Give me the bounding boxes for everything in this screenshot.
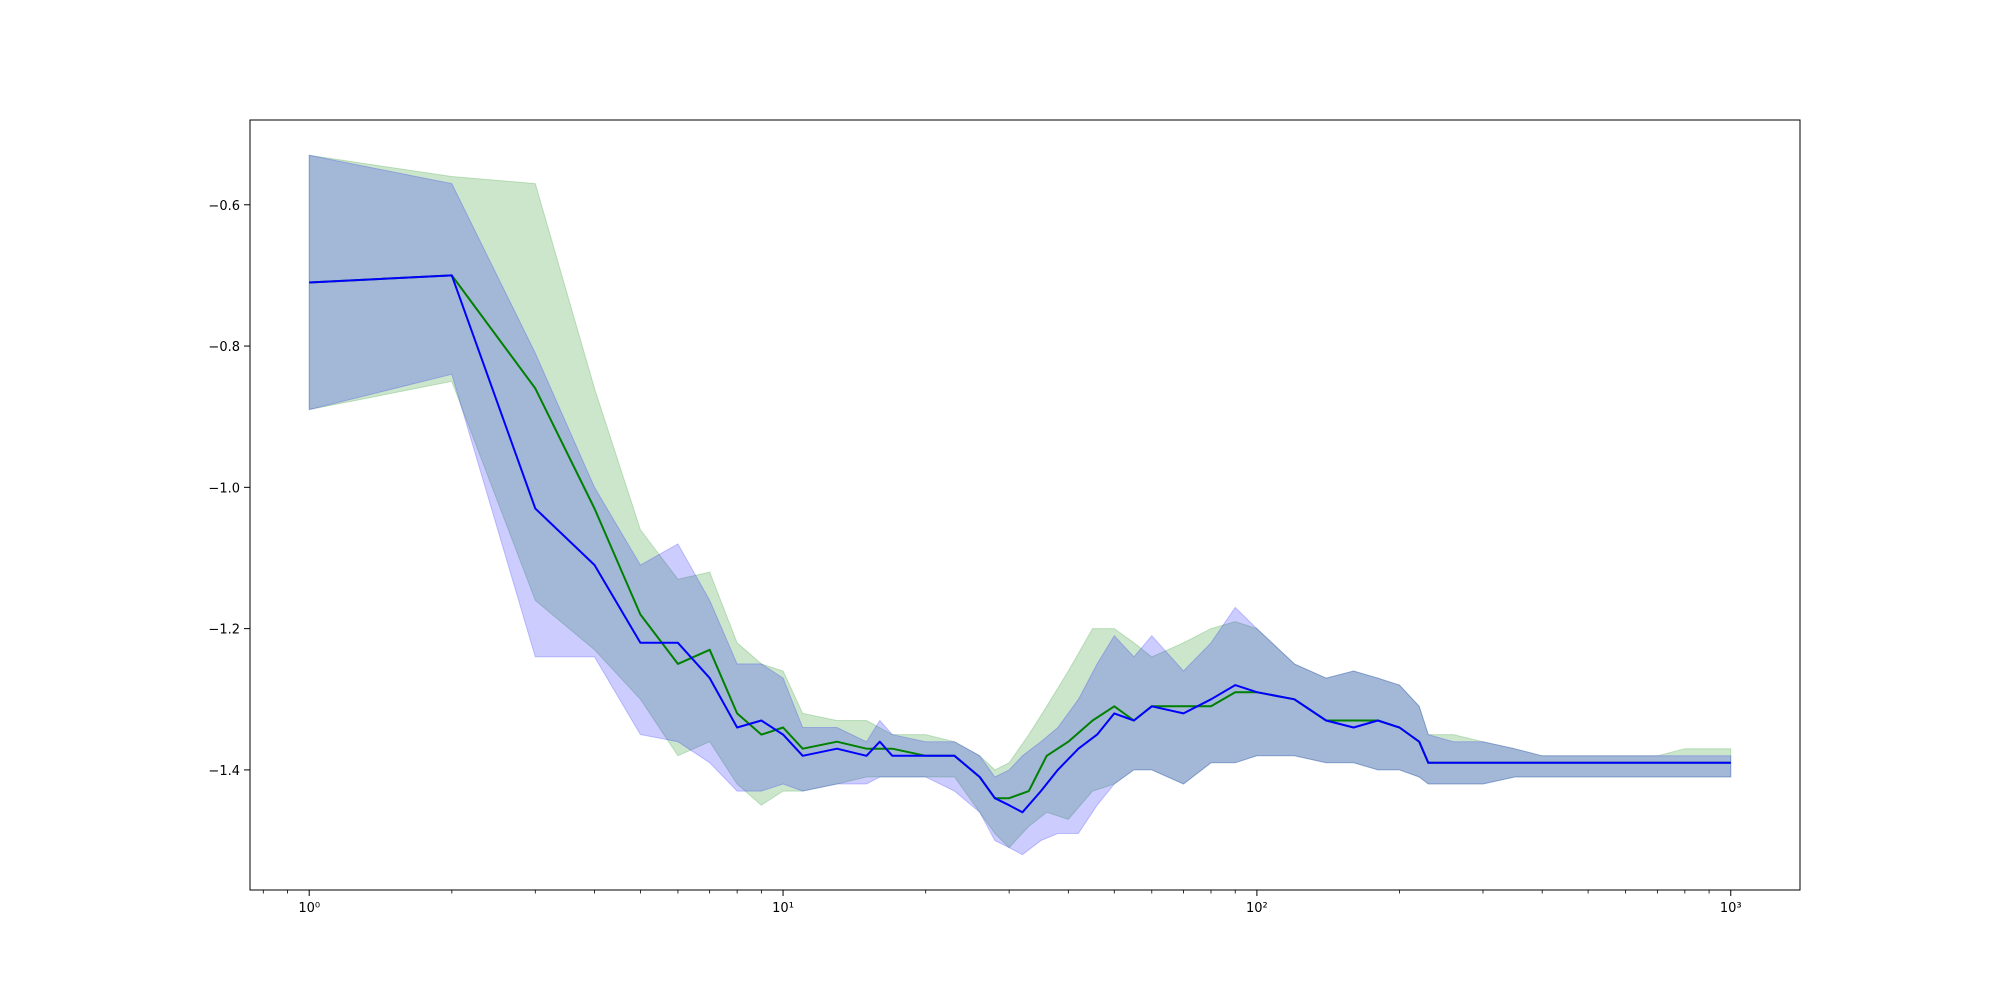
confidence-bands [308, 154, 1732, 856]
y-tick-label: −1.0 [208, 481, 240, 496]
series-2-line [309, 274, 1731, 814]
y-tick-label: −1.4 [208, 764, 240, 779]
x-axis: 10⁰ 10¹ 10² 10³ [262, 890, 1742, 916]
y-axis: −0.6 −0.8 −1.0 −1.2 −1.4 [208, 199, 250, 779]
x-tick-label: 10² [1246, 901, 1268, 916]
plot-frame [249, 119, 1801, 891]
y-tick-label: −1.2 [208, 623, 240, 638]
series-lines [309, 274, 1731, 814]
series-2-band [308, 154, 1732, 856]
y-tick-label: −0.6 [208, 199, 240, 214]
series-1-band [308, 154, 1732, 849]
y-tick-label: −0.8 [208, 340, 240, 355]
x-tick-label: 10¹ [772, 901, 794, 916]
x-tick-label: 10⁰ [298, 901, 320, 916]
x-tick-label: 10³ [1720, 901, 1742, 916]
